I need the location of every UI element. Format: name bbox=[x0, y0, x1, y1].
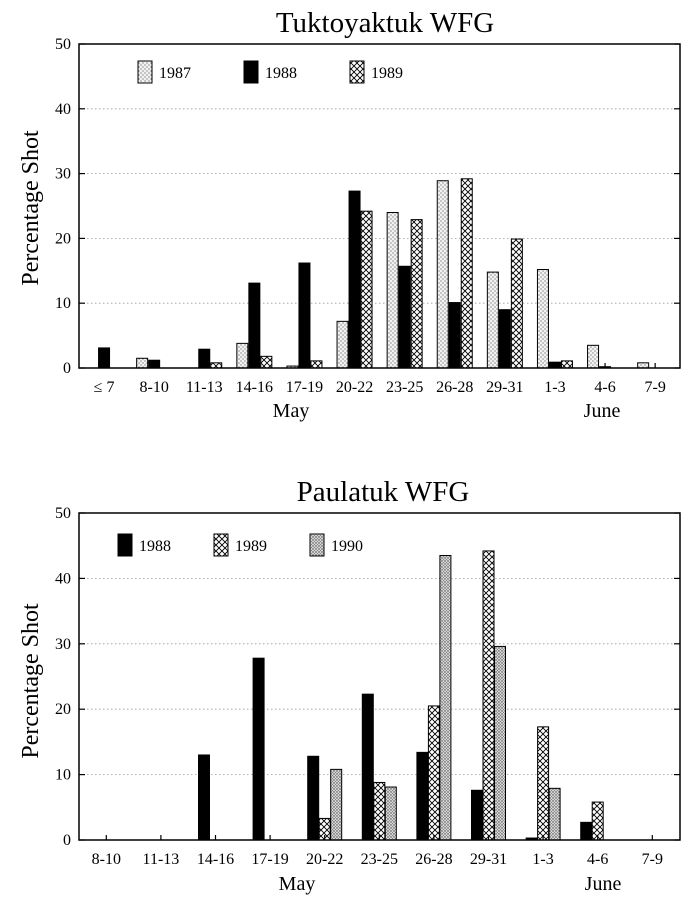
bar-1989-7 bbox=[410, 219, 423, 369]
x-tick-label: 20-22 bbox=[336, 379, 373, 396]
bar-1988-8 bbox=[471, 789, 483, 841]
bar-1988-8 bbox=[448, 302, 461, 369]
legend-label-1990: 1990 bbox=[331, 538, 363, 555]
bar-1988-4 bbox=[252, 657, 265, 841]
legend-label-1987: 1987 bbox=[159, 65, 191, 82]
bar-1987-9 bbox=[486, 271, 499, 369]
bar-1990-6 bbox=[384, 786, 397, 841]
x-tick-label: 8-10 bbox=[139, 379, 168, 396]
plot-frame bbox=[78, 43, 681, 369]
bar-1989-5 bbox=[310, 360, 323, 369]
legend-swatch-1989 bbox=[213, 533, 229, 557]
x-tick-label: 1-3 bbox=[532, 851, 553, 868]
x-tick-label: 20-22 bbox=[306, 851, 343, 868]
bar-1988-7 bbox=[416, 751, 429, 841]
bar-1987-7 bbox=[386, 211, 399, 369]
bar-1988-9 bbox=[498, 309, 511, 369]
legend-swatch-1987 bbox=[137, 60, 153, 84]
bar-1989-10 bbox=[591, 801, 604, 841]
y-tick-label: 50 bbox=[55, 36, 71, 53]
bar-1987-11 bbox=[587, 344, 600, 369]
y-tick-label: 20 bbox=[55, 230, 71, 247]
bar-1988-5 bbox=[307, 755, 320, 841]
legend-label-1989: 1989 bbox=[235, 538, 267, 555]
x-tick-label: 4-6 bbox=[594, 379, 615, 396]
bar-1988-3 bbox=[198, 754, 210, 841]
bar-1989-9 bbox=[537, 726, 550, 841]
legend-swatch-1988 bbox=[243, 60, 259, 84]
x-tick-label: 1-3 bbox=[544, 379, 565, 396]
bar-1988-7 bbox=[398, 265, 411, 369]
bar-1989-6 bbox=[373, 781, 386, 841]
x-tick-label: 29-31 bbox=[486, 379, 523, 396]
y-tick-label: 10 bbox=[55, 767, 71, 784]
y-tick-label: 30 bbox=[55, 166, 71, 183]
bar-1987-2 bbox=[136, 357, 149, 369]
legend-label-1988: 1988 bbox=[265, 65, 297, 82]
month-label-june: June bbox=[584, 400, 621, 422]
bar-1990-5 bbox=[330, 768, 343, 841]
bar-1989-9 bbox=[510, 238, 523, 369]
x-tick-label: 26-28 bbox=[415, 851, 452, 868]
bar-1989-6 bbox=[360, 210, 373, 369]
x-tick-label: 17-19 bbox=[286, 379, 323, 396]
x-tick-label: ≤ 7 bbox=[94, 379, 115, 396]
legend-label-1988: 1988 bbox=[139, 538, 171, 555]
x-tick-label: 23-25 bbox=[386, 379, 423, 396]
bar-1988-10 bbox=[580, 821, 593, 841]
x-tick-label: 29-31 bbox=[470, 851, 507, 868]
x-tick-label: 14-16 bbox=[236, 379, 273, 396]
y-tick-label: 0 bbox=[63, 832, 71, 849]
x-tick-label: 26-28 bbox=[436, 379, 473, 396]
tuktoyaktuk-chart: Tuktoyaktuk WFG Percentage Shot 0 10 20 30 4… bbox=[18, 7, 681, 422]
bar-1989-3 bbox=[210, 362, 223, 369]
x-tick-label: 8-10 bbox=[92, 851, 121, 868]
month-label-may: May bbox=[279, 873, 316, 895]
x-tick-label: 7-9 bbox=[642, 851, 663, 868]
bar-1989-4 bbox=[260, 355, 273, 369]
bar-1988-6 bbox=[361, 693, 374, 841]
y-tick-label: 30 bbox=[55, 636, 71, 653]
bar-1987-10 bbox=[536, 269, 549, 369]
y-tick-label: 0 bbox=[63, 360, 71, 377]
y-tick-label: 40 bbox=[55, 570, 71, 587]
bar-1989-10 bbox=[560, 360, 573, 369]
y-tick-label: 10 bbox=[55, 295, 71, 312]
paulatuk-chart: Paulatuk WFG Percentage Shot 0 10 20 30 40 50… bbox=[18, 476, 681, 895]
legend-swatch-1989 bbox=[349, 60, 365, 84]
bar-1990-9 bbox=[548, 787, 561, 841]
month-label-june: June bbox=[585, 873, 622, 895]
y-axis-label: Percentage Shot bbox=[18, 603, 44, 759]
x-tick-label: 11-13 bbox=[143, 851, 180, 868]
x-tick-label: 11-13 bbox=[186, 379, 223, 396]
bar-1988-4 bbox=[248, 282, 261, 369]
bar-1987-4 bbox=[236, 342, 249, 369]
x-tick-label: 4-6 bbox=[587, 851, 608, 868]
y-axis-label: Percentage Shot bbox=[18, 130, 44, 286]
y-tick-label: 50 bbox=[55, 505, 71, 522]
chart-title: Paulatuk WFG bbox=[297, 476, 470, 508]
month-label-may: May bbox=[273, 400, 310, 422]
bar-1989-7 bbox=[427, 705, 440, 841]
legend-swatch-1990 bbox=[309, 533, 325, 557]
y-tick-label: 40 bbox=[55, 101, 71, 118]
bar-1987-12 bbox=[637, 362, 650, 369]
bar-1988-5 bbox=[298, 262, 311, 369]
x-tick-label: 14-16 bbox=[197, 851, 234, 868]
bar-1987-6 bbox=[336, 320, 349, 369]
bar-1990-8 bbox=[494, 645, 506, 841]
legend-swatch-1988 bbox=[117, 533, 133, 557]
y-tick-label: 20 bbox=[55, 701, 71, 718]
legend-label-1989: 1989 bbox=[371, 65, 403, 82]
x-tick-label: 7-9 bbox=[644, 379, 665, 396]
bar-1989-8 bbox=[482, 550, 495, 841]
x-tick-label: 23-25 bbox=[361, 851, 398, 868]
bar-1987-8 bbox=[436, 180, 449, 369]
x-tick-label: 17-19 bbox=[251, 851, 288, 868]
bar-1989-8 bbox=[460, 178, 473, 369]
chart-title: Tuktoyaktuk WFG bbox=[276, 7, 494, 39]
bar-1988-6 bbox=[348, 190, 361, 369]
bar-1990-7 bbox=[439, 555, 452, 841]
